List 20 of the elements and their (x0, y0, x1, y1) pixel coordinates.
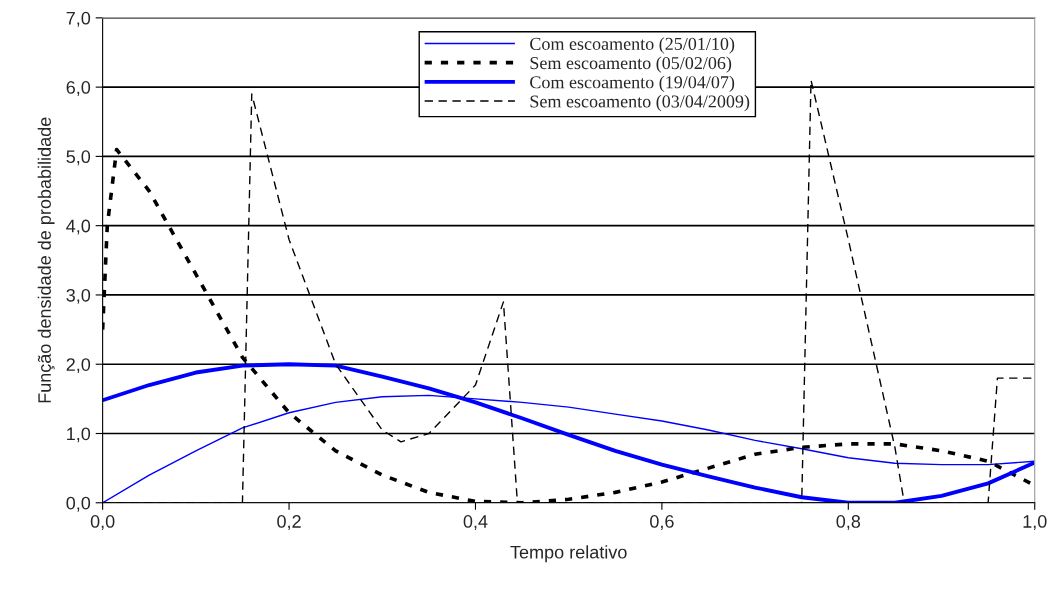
x-axis-title: Tempo relativo (510, 545, 627, 563)
legend-label: Sem escoamento (05/02/06) (530, 56, 732, 73)
legend-label: Sem escoamento (03/04/2009) (530, 94, 750, 112)
y-tick-label: 0,0 (66, 496, 91, 512)
y-tick-label: 3,0 (66, 288, 91, 304)
y-tick-label: 2,0 (66, 358, 91, 374)
x-tick-label: 0,8 (836, 515, 861, 530)
y-tick-label: 5,0 (66, 150, 91, 166)
y-tick-label: 4,0 (66, 219, 91, 235)
x-tick-label: 1,0 (1023, 515, 1047, 530)
x-tick-label: 0,0 (90, 515, 115, 530)
y-tick-label: 1,0 (67, 427, 91, 443)
y-tick-label: 7,0 (66, 11, 91, 27)
x-tick-label: 0,4 (463, 515, 488, 530)
legend-label: Com escoamento (25/01/10) (530, 37, 735, 54)
x-tick-label: 0,2 (277, 515, 301, 530)
legend-label: Com escoamento (19/04/07) (530, 75, 735, 93)
y-axis-title: Função densidade de probabilidade (37, 117, 55, 403)
y-tick-label: 6,0 (66, 81, 91, 96)
x-tick-label: 0,6 (650, 515, 674, 530)
